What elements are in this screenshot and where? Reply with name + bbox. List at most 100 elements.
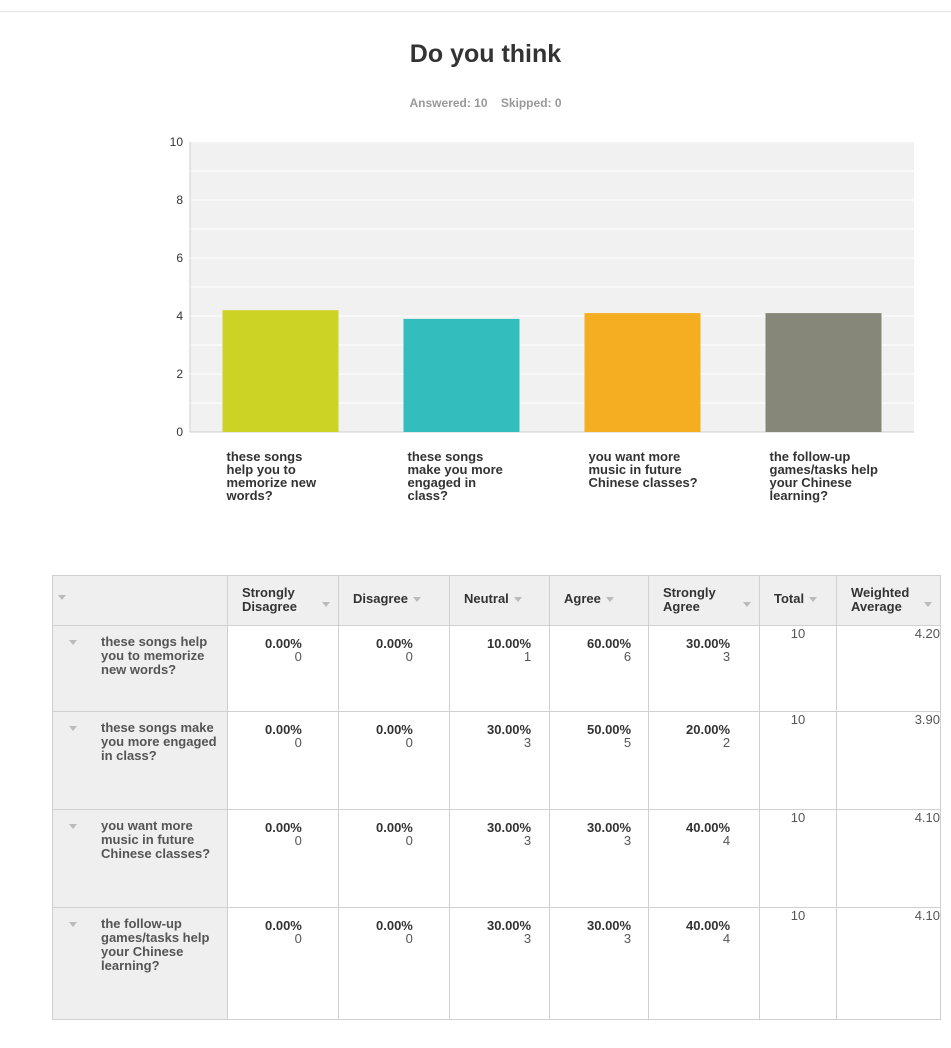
y-tick-label: 0 (176, 425, 183, 439)
percent-value: 0.00% (376, 722, 413, 737)
percent-value: 60.00% (587, 636, 632, 651)
y-tick-label: 8 (176, 193, 183, 207)
response-cell: 0.00% 0 (338, 711, 450, 810)
response-cell: 0.00% 0 (227, 907, 339, 1020)
header-strongly-disagree[interactable]: Strongly Disagree (227, 575, 339, 626)
count-value: 3 (623, 833, 632, 848)
header-agree[interactable]: Agree (549, 575, 649, 626)
chevron-down-icon (69, 640, 77, 645)
percent-value: 30.00% (487, 722, 532, 737)
response-cell: 30.00% 3 (449, 809, 550, 908)
percent-value: 10.00% (487, 636, 532, 651)
count-value: 0 (405, 649, 413, 664)
bar (403, 318, 520, 432)
percent-value: 30.00% (587, 918, 632, 933)
count-value: 3 (722, 649, 731, 664)
count-value: 5 (623, 735, 632, 750)
response-cell: 50.00% 5 (549, 711, 649, 810)
response-cell: 30.00% 3 (449, 907, 550, 1020)
table-header-row: Strongly Disagree Disagree Neutral Agree… (52, 575, 941, 626)
table-row: these songs help you to memorize new wor… (52, 625, 941, 712)
count-value: 3 (523, 833, 532, 848)
x-tick-label: you want more music in future Chinese clas… (589, 449, 698, 490)
header-corner[interactable] (52, 575, 228, 626)
response-cell: 60.00% 6 (549, 625, 649, 712)
percent-value: 40.00% (686, 820, 731, 835)
percent-value: 0.00% (376, 918, 413, 933)
header-weighted-average[interactable]: Weighted Average (836, 575, 941, 626)
percent-value: 50.00% (587, 722, 632, 737)
response-cell: 30.00% 3 (549, 907, 649, 1020)
chevron-down-icon (809, 597, 818, 603)
weighted-average-value: 4.20 (836, 625, 941, 712)
count-value: 4 (722, 931, 731, 946)
response-cell: 30.00% 3 (549, 809, 649, 908)
count-value: 4 (722, 833, 731, 848)
y-tick-label: 2 (176, 367, 183, 381)
question-title: Do you think (409, 40, 562, 68)
count-value: 0 (294, 649, 302, 664)
percent-value: 30.00% (587, 820, 632, 835)
bar-chart: 0 2 4 6 8 10 these songs help you to memorize ne… (170, 135, 914, 503)
table-row: you want more music in future Chinese cl… (52, 809, 941, 908)
percent-value: 0.00% (265, 722, 302, 737)
percent-value: 30.00% (686, 636, 731, 651)
response-cell: 0.00% 0 (338, 625, 450, 712)
count-value: 0 (405, 735, 413, 750)
response-cell: 30.00% 3 (449, 711, 550, 810)
chevron-down-icon (69, 922, 77, 927)
response-cell: 0.00% 0 (227, 625, 339, 712)
row-label[interactable]: the follow-up games/tasks help your Chin… (52, 907, 228, 1020)
count-value: 3 (623, 931, 632, 946)
count-value: 0 (294, 833, 302, 848)
header-total[interactable]: Total (759, 575, 837, 626)
total-value: 10 (759, 907, 837, 1020)
response-stats: Answered: 10 Skipped: 0 (0, 96, 951, 110)
chevron-down-icon (605, 597, 614, 603)
response-cell: 0.00% 0 (338, 809, 450, 908)
header-neutral[interactable]: Neutral (449, 575, 550, 626)
y-tick-label: 10 (170, 135, 184, 149)
row-label[interactable]: you want more music in future Chinese cl… (52, 809, 228, 908)
count-value: 0 (294, 931, 302, 946)
count-value: 6 (623, 649, 632, 664)
results-table: Strongly Disagree Disagree Neutral Agree… (52, 575, 941, 1020)
x-tick-label: these songs help you to memorize new words? (226, 449, 317, 503)
x-tick-label: the follow-up games/tasks help your Chines… (770, 449, 878, 503)
count-value: 0 (405, 931, 413, 946)
chevron-down-icon (69, 726, 77, 731)
answered-count: Answered: 10 (409, 96, 488, 110)
weighted-average-value: 3.90 (836, 711, 941, 810)
header-disagree[interactable]: Disagree (338, 575, 450, 626)
y-tick-label: 6 (176, 251, 183, 265)
count-value: 2 (722, 735, 731, 750)
header-strongly-agree[interactable]: Strongly Agree (648, 575, 760, 626)
chevron-down-icon (58, 595, 66, 601)
weighted-average-value: 4.10 (836, 907, 941, 1020)
chevron-down-icon (513, 597, 522, 603)
top-divider (0, 11, 951, 12)
weighted-average-value: 4.10 (836, 809, 941, 908)
row-label[interactable]: these songs help you to memorize new wor… (52, 625, 228, 712)
count-value: 0 (294, 735, 302, 750)
response-cell: 0.00% 0 (227, 711, 339, 810)
total-value: 10 (759, 809, 837, 908)
bar (222, 310, 339, 432)
percent-value: 30.00% (487, 918, 532, 933)
response-cell: 40.00% 4 (648, 907, 760, 1020)
chevron-down-icon (924, 602, 932, 607)
total-value: 10 (759, 711, 837, 810)
row-label[interactable]: these songs make you more engaged in cla… (52, 711, 228, 810)
response-cell: 10.00% 1 (449, 625, 550, 712)
response-cell: 20.00% 2 (648, 711, 760, 810)
percent-value: 0.00% (376, 636, 413, 651)
response-cell: 30.00% 3 (648, 625, 760, 712)
percent-value: 0.00% (265, 918, 302, 933)
skipped-count: Skipped: 0 (500, 96, 562, 110)
percent-value: 20.00% (686, 722, 731, 737)
bar (765, 313, 882, 432)
response-cell: 40.00% 4 (648, 809, 760, 908)
table-row: these songs make you more engaged in cla… (52, 711, 941, 810)
y-tick-label: 4 (176, 309, 183, 323)
percent-value: 40.00% (686, 918, 731, 933)
